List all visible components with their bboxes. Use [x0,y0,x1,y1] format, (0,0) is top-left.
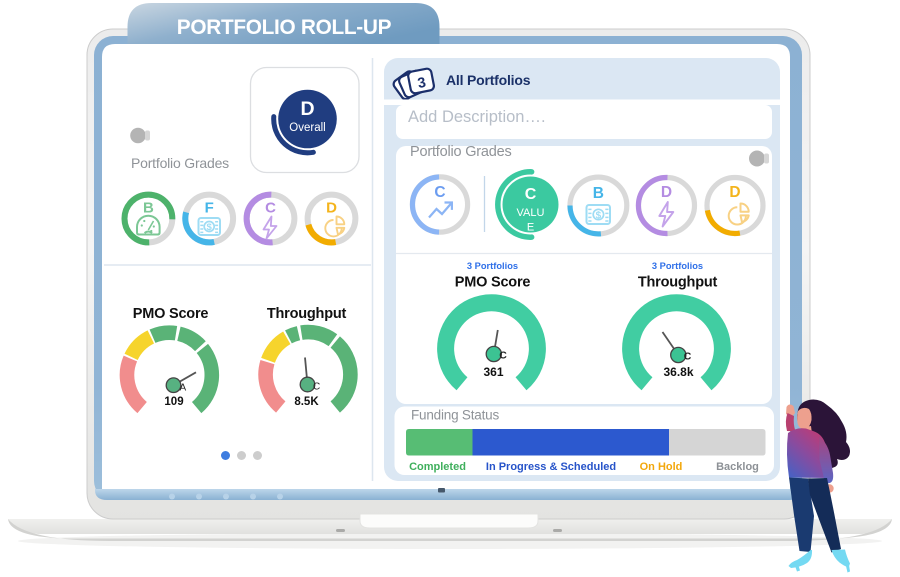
svg-text:D: D [661,184,672,201]
svg-text:All Portfolios: All Portfolios [446,72,531,88]
svg-text:D: D [326,200,337,217]
svg-text:PMO Score: PMO Score [133,306,209,322]
svg-text:VALU: VALU [517,207,545,219]
svg-text:C: C [434,184,445,201]
svg-text:Portfolio Grades: Portfolio Grades [131,155,229,171]
svg-text:109: 109 [164,396,183,408]
svg-text:Backlog: Backlog [716,461,759,473]
svg-text:3 Portfolios: 3 Portfolios [467,261,518,271]
svg-text:In Progress & Scheduled: In Progress & Scheduled [486,461,616,473]
svg-text:36.8k: 36.8k [663,365,693,379]
svg-text:Overall: Overall [289,122,325,134]
svg-text:Throughput: Throughput [638,275,718,291]
svg-text:8.5K: 8.5K [294,396,319,408]
svg-text:$: $ [207,222,213,233]
svg-text:B: B [143,200,154,217]
svg-text:Add Description….: Add Description…. [408,108,546,126]
svg-text:Throughput: Throughput [267,306,347,322]
svg-text:B: B [593,185,604,202]
svg-text:C: C [313,382,320,393]
svg-text:$: $ [596,211,602,222]
svg-text:F: F [205,200,214,217]
svg-text:C: C [265,200,276,217]
svg-text:C: C [499,350,507,362]
svg-text:PMO Score: PMO Score [455,275,531,291]
svg-text:On Hold: On Hold [640,461,683,473]
svg-text:E: E [527,222,534,234]
svg-text:PORTFOLIO ROLL-UP: PORTFOLIO ROLL-UP [177,16,392,39]
svg-text:D: D [729,184,740,201]
svg-text:D: D [300,98,314,120]
svg-text:3 Portfolios: 3 Portfolios [652,261,703,271]
svg-text:Portfolio Grades: Portfolio Grades [410,144,512,160]
svg-text:A: A [180,383,187,394]
svg-text:C: C [525,186,537,203]
svg-text:Completed: Completed [409,461,466,473]
svg-text:361: 361 [483,365,503,379]
svg-text:3: 3 [416,75,427,92]
svg-text:Funding Status: Funding Status [411,408,499,423]
svg-text:C: C [684,351,692,363]
